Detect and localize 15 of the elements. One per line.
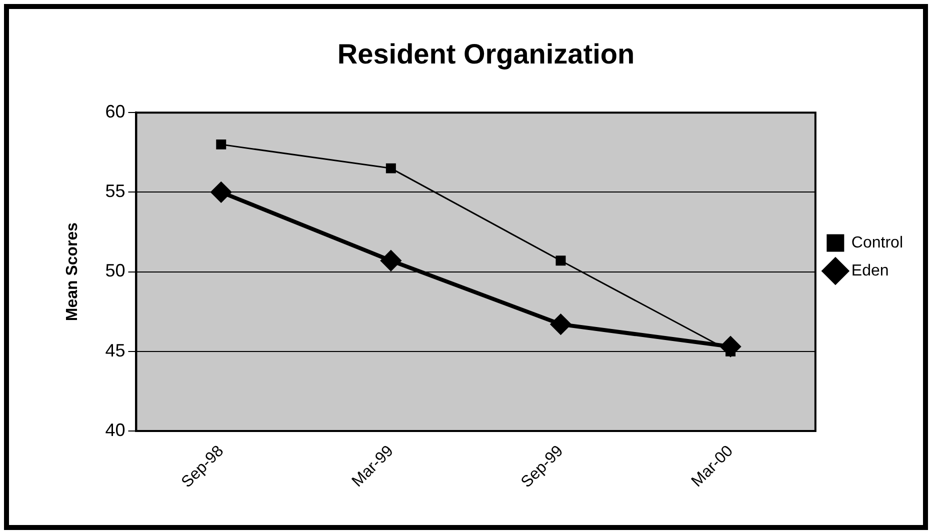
y-tick-label: 45 <box>105 340 126 360</box>
point <box>556 256 566 266</box>
legend-label: Eden <box>851 262 889 280</box>
point <box>211 182 232 202</box>
y-tick-label: 55 <box>105 181 126 202</box>
point <box>216 139 226 150</box>
chart-title: Resident Organization <box>337 38 635 70</box>
y-axis-title: Mean Scores <box>64 222 82 322</box>
y-tick-label: 60 <box>105 102 126 122</box>
y-tick-label: 40 <box>105 420 126 440</box>
point <box>380 250 401 271</box>
legend-label: Control <box>851 234 903 252</box>
y-tick-label: 50 <box>105 260 126 281</box>
point <box>386 163 396 174</box>
point <box>550 314 571 334</box>
